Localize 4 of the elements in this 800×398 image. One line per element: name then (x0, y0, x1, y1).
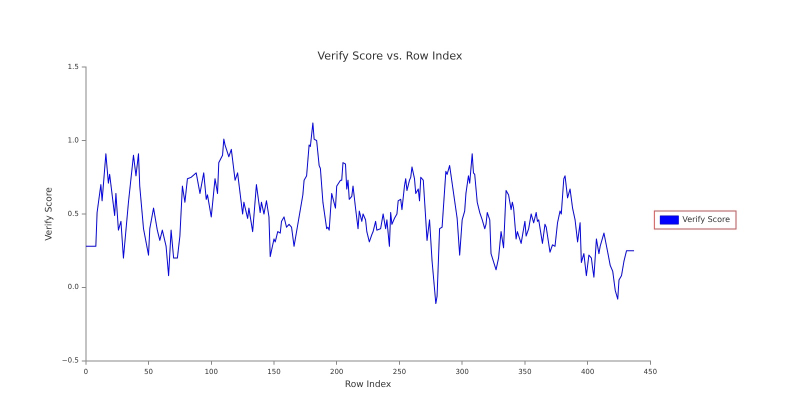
x-axis-title: Row Index (344, 380, 392, 390)
y-axis-title: Verify Score (44, 186, 55, 241)
legend-label: Verify Score (682, 215, 730, 224)
chart-title: Verify Score vs. Row Index (318, 49, 463, 62)
